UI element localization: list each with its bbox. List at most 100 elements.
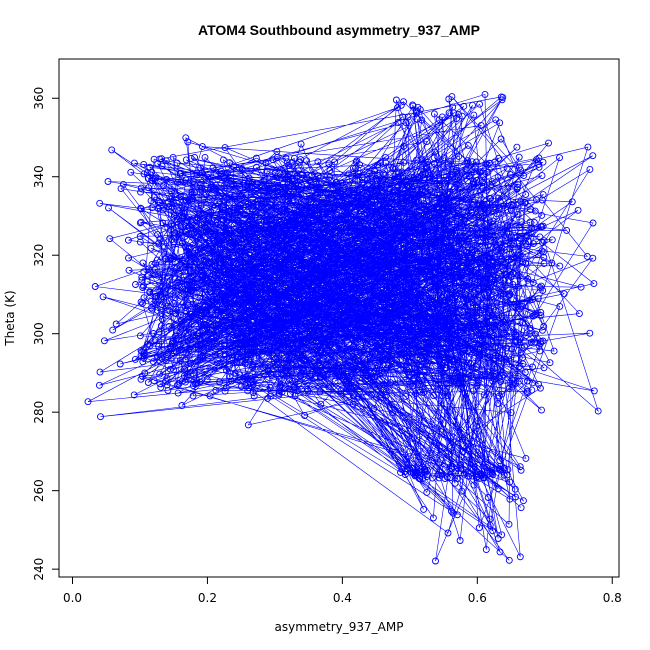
data-point <box>526 330 534 338</box>
data-point <box>264 228 272 236</box>
data-point <box>409 101 417 109</box>
data-point <box>508 345 515 353</box>
data-point <box>147 297 155 305</box>
data-point <box>239 267 247 274</box>
data-point <box>370 404 378 412</box>
data-point <box>430 392 437 399</box>
data-point <box>452 315 460 323</box>
data-point <box>213 264 221 271</box>
data-point <box>460 102 468 110</box>
data-point <box>105 204 112 212</box>
data-point <box>364 306 372 313</box>
data-point <box>498 531 506 539</box>
data-point <box>577 283 585 291</box>
data-point <box>253 243 261 251</box>
data-point <box>345 375 353 383</box>
data-point <box>306 372 314 380</box>
data-point <box>269 290 277 298</box>
data-point <box>271 278 279 286</box>
data-point <box>329 276 337 284</box>
data-point <box>421 188 429 196</box>
data-point <box>488 466 496 474</box>
data-point <box>124 236 132 244</box>
data-point <box>403 353 411 360</box>
data-point <box>208 183 215 191</box>
data-point <box>193 214 201 222</box>
data-point <box>191 251 198 259</box>
data-point <box>448 507 455 515</box>
data-point <box>204 345 212 353</box>
data-point <box>518 218 526 226</box>
data-point <box>222 226 229 234</box>
data-point <box>506 478 514 486</box>
data-point <box>335 261 342 269</box>
data-point <box>521 342 528 350</box>
data-point <box>438 210 446 218</box>
data-point <box>536 347 544 355</box>
data-point <box>568 198 576 206</box>
data-point <box>108 146 116 154</box>
data-point <box>236 202 244 209</box>
data-point <box>172 305 180 313</box>
data-point <box>440 315 448 323</box>
data-point <box>147 197 155 205</box>
data-point <box>189 382 197 390</box>
data-point <box>513 143 521 151</box>
data-point <box>527 339 535 346</box>
data-point <box>155 342 163 350</box>
data-point <box>241 183 249 191</box>
data-point <box>148 176 156 184</box>
data-point <box>476 352 484 360</box>
data-point <box>229 334 237 342</box>
data-point <box>512 304 520 311</box>
data-point <box>157 383 165 391</box>
data-point <box>500 464 508 472</box>
data-point <box>278 333 286 341</box>
data-point <box>360 317 368 325</box>
data-point <box>480 391 488 399</box>
data-point <box>470 178 478 186</box>
data-point <box>289 196 297 204</box>
data-point <box>188 191 196 198</box>
data-point <box>468 208 476 216</box>
data-point <box>491 273 499 281</box>
data-point <box>84 398 92 406</box>
data-point <box>539 248 547 256</box>
data-point <box>226 259 234 267</box>
data-point <box>290 154 298 162</box>
data-point <box>465 312 473 320</box>
data-point <box>264 297 272 305</box>
data-point <box>164 387 172 394</box>
data-point <box>275 294 283 302</box>
data-point <box>203 376 211 384</box>
data-point <box>423 339 430 346</box>
data-point <box>234 376 242 384</box>
data-point <box>538 172 546 180</box>
data-point <box>449 315 457 323</box>
data-point <box>158 355 166 362</box>
data-point <box>294 181 302 189</box>
data-point <box>340 216 348 224</box>
data-point <box>522 332 530 340</box>
data-point <box>386 319 394 327</box>
data-point <box>155 328 163 336</box>
data-point <box>148 260 156 268</box>
data-point <box>403 341 411 349</box>
data-point <box>213 300 221 308</box>
data-point <box>181 263 189 271</box>
data-point <box>451 274 459 282</box>
data-point <box>240 302 248 310</box>
data-point <box>315 359 323 367</box>
data-point <box>273 353 281 361</box>
data-point <box>297 156 305 164</box>
data-point <box>168 220 175 228</box>
data-point <box>186 277 194 285</box>
data-point <box>364 176 372 184</box>
data-point <box>398 168 406 176</box>
data-point <box>516 553 524 561</box>
data-point <box>197 263 205 271</box>
data-point <box>269 156 277 164</box>
data-point <box>411 296 419 304</box>
data-point <box>366 355 374 363</box>
data-point <box>407 242 415 249</box>
